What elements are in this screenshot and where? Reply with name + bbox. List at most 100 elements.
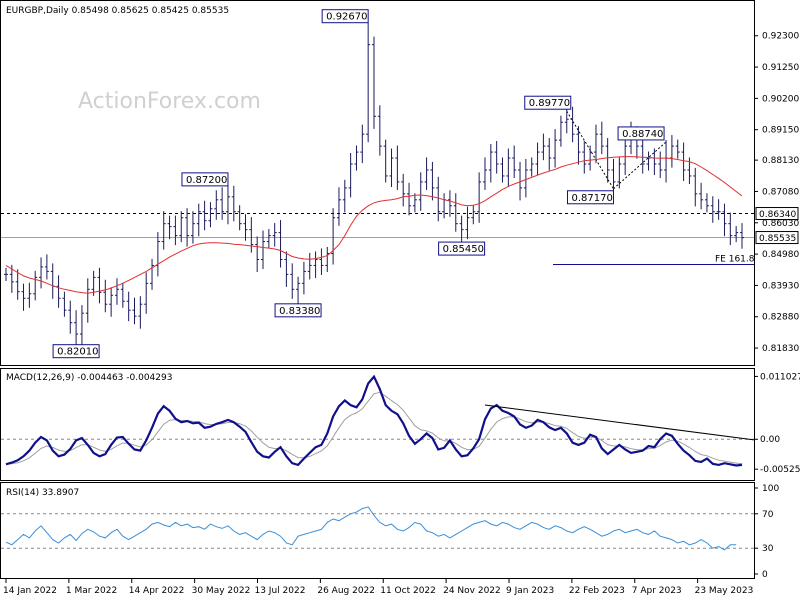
swing-annotation-text: 0.87200 [186, 175, 227, 186]
price-bar [39, 257, 44, 289]
price-bar [272, 223, 277, 247]
price-bar [395, 145, 400, 190]
axis-layer: 0.92300 0.91250 0.90200 0.89150 0.88130 0.870… [3, 32, 800, 596]
price-y-tick-label: 0.88130 [762, 156, 799, 166]
price-bar [290, 263, 295, 299]
price-bar [132, 297, 137, 325]
x-tick-label: 11 Oct 2022 [380, 586, 436, 596]
price-bar [190, 211, 195, 244]
price-y-tick-label: 0.92300 [762, 32, 799, 42]
price-bar [56, 275, 61, 308]
price-bar [646, 151, 651, 171]
price-bar [296, 276, 301, 302]
fe-projection-label: FE 161.8 [715, 255, 755, 265]
price-bar [161, 211, 166, 250]
price-y-tick-label: 0.87080 [762, 187, 799, 197]
swing-annotation-text: 0.88740 [622, 129, 663, 140]
swing-annotation-text: 0.87170 [571, 193, 612, 204]
price-bar [360, 124, 365, 164]
macd-line [5, 374, 743, 467]
wave-connector [613, 141, 667, 190]
x-tick-label: 26 Aug 2022 [317, 586, 375, 596]
price-bar [173, 215, 178, 246]
swing-annotation-box [181, 172, 229, 187]
macd-y-tick-label: 0.00 [760, 435, 780, 445]
swing-annotation-box [524, 95, 572, 110]
rsi-y-tick-label: 100 [762, 484, 779, 494]
price-bar [547, 138, 552, 171]
price-bar [570, 106, 575, 143]
price-bar [208, 202, 213, 228]
price-bar [185, 208, 190, 247]
moving-average-line [5, 156, 743, 294]
price-panel-frame [0, 0, 755, 366]
price-bar [442, 193, 447, 219]
price-bar [605, 138, 610, 183]
price-bar [278, 220, 283, 268]
price-bar [669, 135, 674, 168]
price-bar [681, 142, 686, 182]
rsi-y-tick-label: 0 [762, 570, 768, 580]
price-y-tick-label: 0.89150 [762, 126, 799, 136]
price-bar [535, 142, 540, 176]
swing-annotation-text: 0.82010 [57, 347, 98, 358]
price-y-tick-label: 0.84980 [762, 250, 799, 260]
level-label-text: 0.85535 [759, 234, 796, 244]
price-bar [553, 129, 558, 168]
price-bar [4, 267, 8, 281]
price-bar [68, 300, 73, 334]
price-bar [693, 167, 698, 207]
price-bar [307, 252, 312, 280]
price-bar [120, 282, 125, 308]
price-bar [716, 199, 721, 220]
x-tick-label: 24 Nov 2022 [443, 586, 501, 596]
price-bar [383, 139, 388, 183]
price-bar [389, 148, 394, 187]
swing-annotation-text: 0.92670 [326, 12, 367, 23]
level-label-box [755, 231, 799, 245]
x-tick-label: 23 May 2023 [695, 586, 754, 596]
swing-annotation: 0.92670 [321, 9, 369, 25]
price-bar [576, 126, 581, 165]
price-bar [593, 124, 598, 164]
price-bar [477, 172, 482, 223]
price-bar [126, 291, 131, 322]
price-bar [284, 251, 289, 287]
swing-annotation-text: 0.83380 [279, 306, 320, 317]
price-bar [652, 148, 657, 176]
price-bar [664, 141, 669, 183]
price-y-tick-label: 0.90200 [762, 94, 799, 104]
price-bar [722, 203, 727, 237]
x-tick-label: 13 Jul 2022 [254, 586, 305, 596]
price-bar [79, 305, 84, 347]
price-bar [27, 282, 32, 308]
price-bar [301, 261, 306, 295]
macd-y-tick-label: 0.011027 [760, 372, 800, 382]
price-y-tick-label: 0.86030 [762, 219, 799, 229]
price-bar [348, 152, 353, 198]
macd-y-tick-label: -0.005253 [760, 465, 800, 475]
price-bar [471, 205, 476, 225]
swing-annotation: 0.87170 [566, 188, 614, 205]
level-label: 0.85535 [755, 231, 799, 245]
price-bar [447, 190, 452, 217]
price-bar [103, 279, 108, 313]
x-tick-label: 14 Jan 2022 [3, 586, 57, 596]
price-bar [33, 270, 38, 301]
swing-annotation-box [566, 190, 614, 205]
swing-annotation-box [438, 241, 486, 256]
price-bar [85, 278, 90, 323]
swing-annotation: 0.88740 [617, 126, 667, 142]
price-bar [62, 291, 67, 317]
x-tick-label: 22 Feb 2023 [569, 586, 625, 596]
price-bar [331, 208, 336, 265]
price-bar [465, 206, 470, 240]
price-bar [196, 203, 201, 237]
price-bar [114, 278, 119, 305]
rsi-y-tick-label: 70 [762, 510, 774, 520]
swing-annotation: 0.82010 [52, 342, 100, 359]
price-bar [704, 193, 709, 213]
price-bar [249, 217, 254, 253]
price-bar [44, 254, 49, 280]
